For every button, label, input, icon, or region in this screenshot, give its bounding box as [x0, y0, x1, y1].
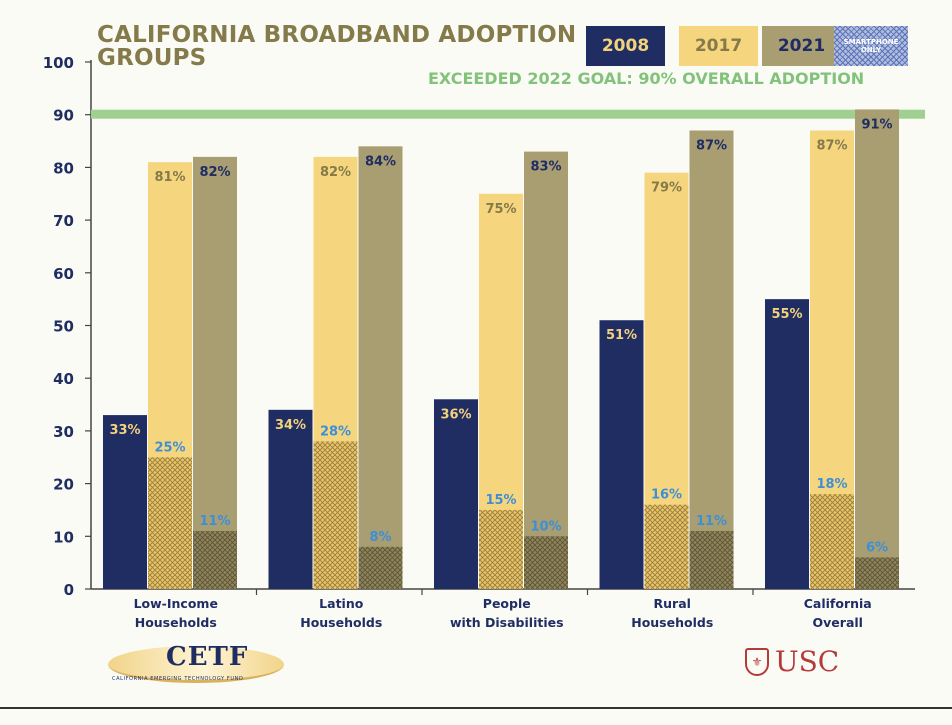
- x-category-label: People: [483, 596, 531, 611]
- smartphone-bar-2021: [855, 557, 899, 589]
- smartphone-bar-2021: [689, 531, 734, 589]
- smartphone-bar-2017: [313, 441, 358, 589]
- legend-smartphone-only: SMARTPHONE ONLY: [834, 26, 908, 66]
- bar-label-2021: 91%: [861, 117, 892, 132]
- bar-2021: [524, 151, 568, 589]
- x-category-label: California: [804, 596, 872, 611]
- legend-2017: 2017: [679, 26, 758, 66]
- x-category-label: Latino: [319, 596, 364, 611]
- smartphone-bar-2017: [810, 494, 854, 589]
- bar-label-2021: 83%: [530, 160, 561, 175]
- usc-logo: ⚜ USC: [745, 645, 839, 678]
- bar-2021: [358, 146, 403, 589]
- usc-logo-text: USC: [775, 645, 840, 678]
- bar-label-2017: 87%: [816, 139, 847, 154]
- smartphone-label-2017: 18%: [816, 477, 847, 492]
- smartphone-label-2021: 8%: [369, 530, 391, 545]
- bar-2008: [103, 415, 147, 589]
- bar-label-2017: 79%: [651, 181, 682, 196]
- bar-2008: [434, 399, 478, 589]
- bar-2008: [268, 409, 313, 589]
- cetf-logo: CETF CALIFORNIA EMERGING TECHNOLOGY FUND: [108, 640, 288, 686]
- bar-2021: [689, 130, 734, 589]
- bar-label-2021: 82%: [199, 165, 230, 180]
- y-tick-label: 90: [53, 107, 74, 125]
- smartphone-label-2017: 28%: [320, 424, 351, 439]
- chart-title: CALIFORNIA BROADBAND ADOPTION GROUPS: [97, 22, 577, 71]
- smartphone-label-2021: 6%: [866, 540, 888, 555]
- bar-label-2021: 87%: [696, 139, 727, 154]
- goal-annotation: EXCEEDED 2022 GOAL: 90% OVERALL ADOPTION: [428, 69, 865, 88]
- y-tick-label: 0: [64, 581, 74, 599]
- usc-seal-icon: ⚜: [745, 647, 769, 676]
- legend-2021: 2021: [762, 26, 841, 66]
- x-category-label: Households: [300, 615, 382, 630]
- bar-2021: [193, 156, 237, 590]
- bar-label-2008: 33%: [109, 423, 140, 438]
- y-tick-label: 10: [53, 528, 74, 546]
- cetf-logo-text: CETF: [166, 642, 249, 672]
- y-tick-label: 70: [53, 212, 74, 230]
- y-tick-label: 20: [53, 476, 74, 494]
- smartphone-bar-2021: [358, 546, 403, 589]
- bar-2021: [855, 109, 899, 590]
- goal-line: [91, 109, 925, 119]
- bar-label-2008: 55%: [771, 307, 802, 322]
- smartphone-label-2021: 11%: [199, 514, 230, 529]
- y-tick-label: 100: [43, 54, 74, 72]
- y-tick-label: 40: [53, 370, 74, 388]
- y-tick-label: 60: [53, 265, 74, 283]
- smartphone-bar-2021: [524, 536, 568, 589]
- bar-label-2008: 36%: [440, 407, 471, 422]
- smartphone-bar-2017: [479, 509, 523, 589]
- smartphone-label-2017: 15%: [485, 493, 516, 508]
- x-category-label: with Disabilities: [450, 615, 564, 630]
- smartphone-bar-2021: [193, 531, 237, 589]
- y-tick-label: 30: [53, 423, 74, 441]
- x-category-label: Overall: [813, 615, 863, 630]
- y-tick-label: 50: [53, 318, 74, 336]
- bar-label-2017: 82%: [320, 165, 351, 180]
- smartphone-bar-2017: [644, 504, 689, 589]
- bar-label-2017: 75%: [485, 202, 516, 217]
- x-category-label: Households: [135, 615, 217, 630]
- smartphone-label-2021: 10%: [530, 519, 561, 534]
- bar-2008: [765, 299, 809, 589]
- bar-label-2008: 51%: [606, 328, 637, 343]
- smartphone-label-2017: 16%: [651, 488, 682, 503]
- smartphone-bar-2017: [148, 457, 192, 589]
- smartphone-label-2021: 11%: [696, 514, 727, 529]
- bar-label-2021: 84%: [365, 154, 396, 169]
- smartphone-label-2017: 25%: [154, 440, 185, 455]
- bar-label-2017: 81%: [154, 170, 185, 185]
- x-category-label: Low-Income: [134, 596, 218, 611]
- bottom-divider: [0, 707, 952, 709]
- bar-2008: [599, 320, 644, 589]
- x-category-label: Rural: [654, 596, 691, 611]
- legend-2008: 2008: [586, 26, 665, 66]
- x-category-label: Households: [631, 615, 713, 630]
- bar-label-2008: 34%: [275, 418, 306, 433]
- y-tick-label: 80: [53, 159, 74, 177]
- cetf-logo-subtitle: CALIFORNIA EMERGING TECHNOLOGY FUND: [112, 676, 244, 682]
